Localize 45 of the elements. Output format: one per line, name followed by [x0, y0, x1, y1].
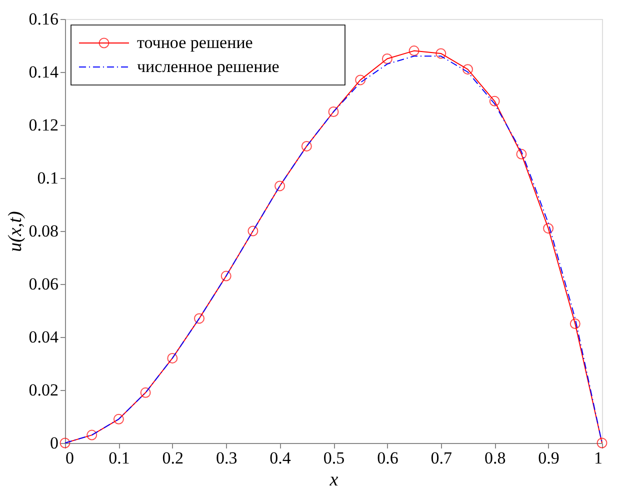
point	[86, 430, 98, 440]
y-tick-label: 0.04	[28, 328, 59, 346]
x-tick-label: 0.6	[377, 448, 398, 468]
x-axis-title: x	[328, 470, 339, 490]
point	[543, 223, 554, 234]
point	[274, 180, 286, 192]
point	[220, 270, 232, 282]
x-tick-label: 1	[594, 448, 602, 468]
y-tick-label: 0	[50, 434, 58, 452]
point	[248, 226, 258, 236]
point	[113, 414, 124, 424]
point	[489, 96, 500, 106]
legend-label: точное решение	[137, 33, 253, 52]
point	[355, 74, 366, 86]
x-tick-label: 0.7	[430, 448, 453, 468]
point	[60, 438, 70, 448]
x-tick-label: 0.5	[323, 448, 345, 468]
x-tick-label: 0.3	[216, 448, 238, 468]
y-tick-label: 0.1	[37, 168, 58, 188]
y-tick-label: 0.16	[28, 10, 58, 28]
point	[328, 106, 339, 117]
point	[436, 48, 446, 59]
point	[301, 140, 312, 152]
x-tick-label: 0.1	[108, 448, 130, 468]
point	[408, 46, 420, 56]
legend-label: численное решение	[137, 57, 280, 76]
point	[516, 148, 527, 160]
point	[140, 387, 151, 398]
point	[570, 318, 580, 329]
x-tick-label: 0.8	[484, 448, 506, 468]
y-tick-label: 0.14	[28, 62, 59, 82]
y-tick-label: 0.08	[28, 222, 58, 240]
x-tick-label: 0.4	[270, 448, 292, 468]
y-tick-label: 0.02	[28, 380, 58, 400]
y-axis-title: u(x,t)	[4, 211, 26, 252]
point	[167, 352, 178, 364]
point	[382, 54, 392, 64]
point	[462, 64, 473, 75]
point	[194, 313, 204, 324]
x-tick-label: 0	[66, 448, 74, 468]
y-tick-label: 0.12	[28, 116, 58, 134]
x-tick-label: 0.9	[538, 448, 560, 468]
y-tick-label: 0.06	[28, 274, 58, 294]
point	[596, 438, 608, 448]
x-tick-label: 0.2	[162, 448, 184, 468]
